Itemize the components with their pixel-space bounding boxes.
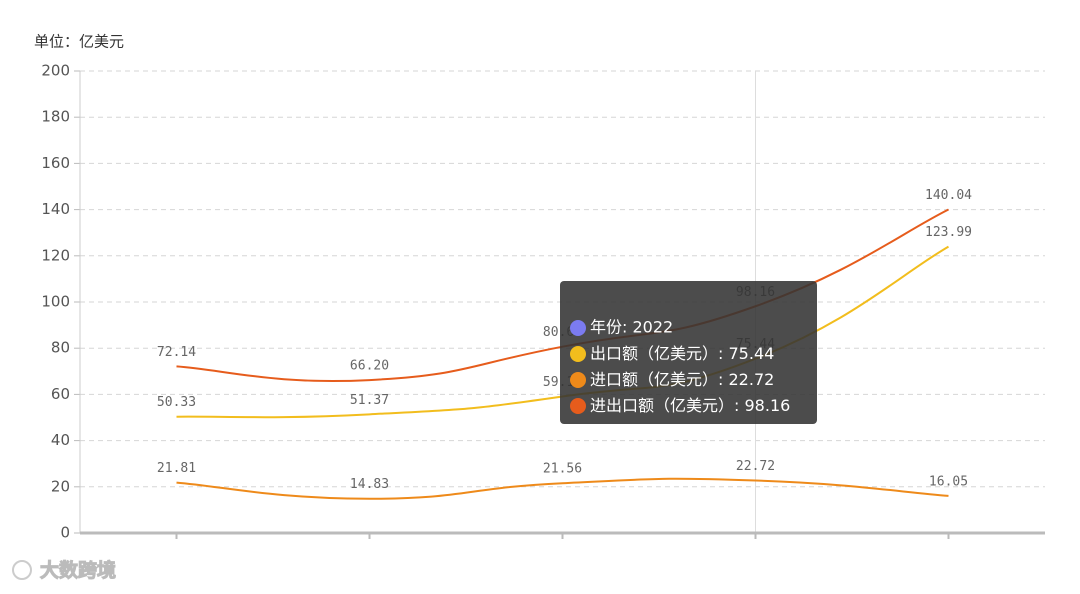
tooltip-value: 98.16 (745, 396, 791, 415)
value-label: 123.99 (925, 225, 972, 240)
tooltip-separator: : (718, 344, 728, 363)
value-label: 16.05 (929, 474, 968, 489)
watermark-icon (12, 560, 32, 580)
y-tick-label: 120 (41, 246, 70, 264)
tooltip-marker (570, 320, 586, 336)
value-label: 51.37 (350, 393, 389, 408)
tooltip-header: 年份: 2022 (590, 318, 673, 337)
y-tick-label: 160 (41, 154, 70, 172)
y-tick-label: 0 (60, 524, 70, 542)
tooltip-box (560, 281, 817, 424)
tooltip-series-name: 出口额（亿美元） (590, 344, 718, 363)
watermark-text: 大数跨境 (40, 559, 116, 582)
y-tick-label: 200 (41, 62, 70, 80)
value-label: 14.83 (350, 477, 389, 492)
y-tick-label: 180 (41, 108, 70, 126)
tooltip-series-name: 进出口额（亿美元） (590, 396, 734, 415)
tooltip-series-name: 进口额（亿美元） (590, 370, 718, 389)
unit-label: 单位：亿美元 (34, 33, 124, 51)
value-label: 140.04 (925, 188, 972, 203)
y-tick-label: 60 (51, 385, 70, 403)
y-tick-label: 20 (51, 477, 70, 495)
tooltip-value: 75.44 (729, 344, 775, 363)
tooltip-separator: : (718, 370, 728, 389)
tooltip-value: 22.72 (729, 370, 775, 389)
y-tick-label: 40 (51, 431, 70, 449)
tooltip-marker (570, 398, 586, 414)
value-label: 50.33 (157, 395, 196, 410)
tooltip-row: 进口额（亿美元）: 22.72 (590, 370, 774, 389)
series-line (176, 477, 949, 500)
y-tick-label: 100 (41, 293, 70, 311)
tooltip-marker (570, 346, 586, 362)
y-tick-label: 80 (51, 339, 70, 357)
tooltip-row: 出口额（亿美元）: 75.44 (590, 344, 774, 363)
y-tick-label: 140 (41, 200, 70, 218)
watermark: 大数跨境 (12, 558, 117, 582)
value-label: 22.72 (736, 459, 775, 474)
value-label: 72.14 (157, 345, 196, 360)
tooltip-separator: : (734, 396, 744, 415)
value-label: 66.20 (350, 359, 389, 374)
value-label: 21.81 (157, 461, 196, 476)
tooltip-marker (570, 372, 586, 388)
tooltip-row: 进出口额（亿美元）: 98.16 (590, 396, 790, 415)
value-label: 21.56 (543, 462, 582, 477)
